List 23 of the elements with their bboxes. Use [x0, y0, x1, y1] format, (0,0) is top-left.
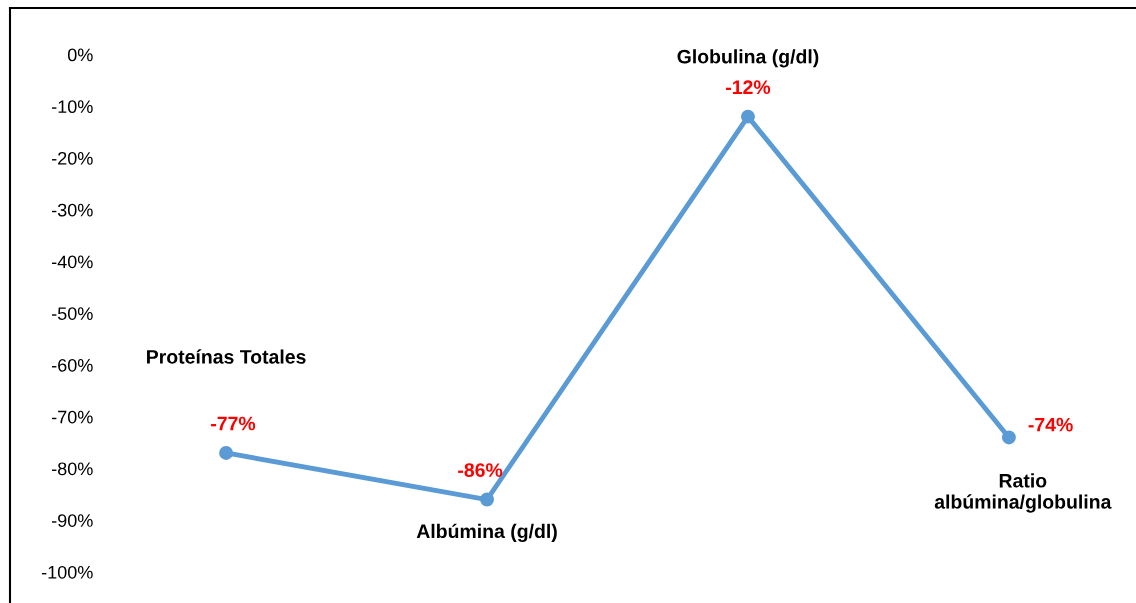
y-tick-label: -30% — [51, 203, 93, 217]
data-label: -86% — [458, 463, 503, 477]
y-tick-label: -80% — [51, 462, 93, 476]
annotation: Ratio albúmina/globulina — [934, 473, 1112, 513]
point — [741, 109, 755, 124]
y-tick-label: 0% — [67, 48, 93, 62]
y-tick-label: -90% — [51, 514, 93, 527]
annotation: Albúmina (g/dl) — [416, 523, 557, 543]
point — [1001, 430, 1016, 445]
data-label: -77% — [211, 416, 256, 431]
annotation: Proteínas Totales — [147, 349, 306, 364]
y-tick-label: -10% — [51, 100, 93, 114]
y-tick-label: -20% — [51, 151, 93, 165]
point — [219, 446, 234, 460]
y-tick-label: -100% — [41, 565, 93, 579]
annotation: Globulina (g/dl) — [677, 49, 819, 68]
y-tick-label: -40% — [51, 255, 93, 269]
data-label: -12% — [726, 80, 771, 95]
point — [480, 492, 494, 507]
y-tick-label: -50% — [51, 307, 93, 320]
y-tick-label: -70% — [51, 410, 93, 424]
data-label: -74% — [1028, 417, 1073, 432]
y-tick-label: -60% — [51, 358, 93, 372]
